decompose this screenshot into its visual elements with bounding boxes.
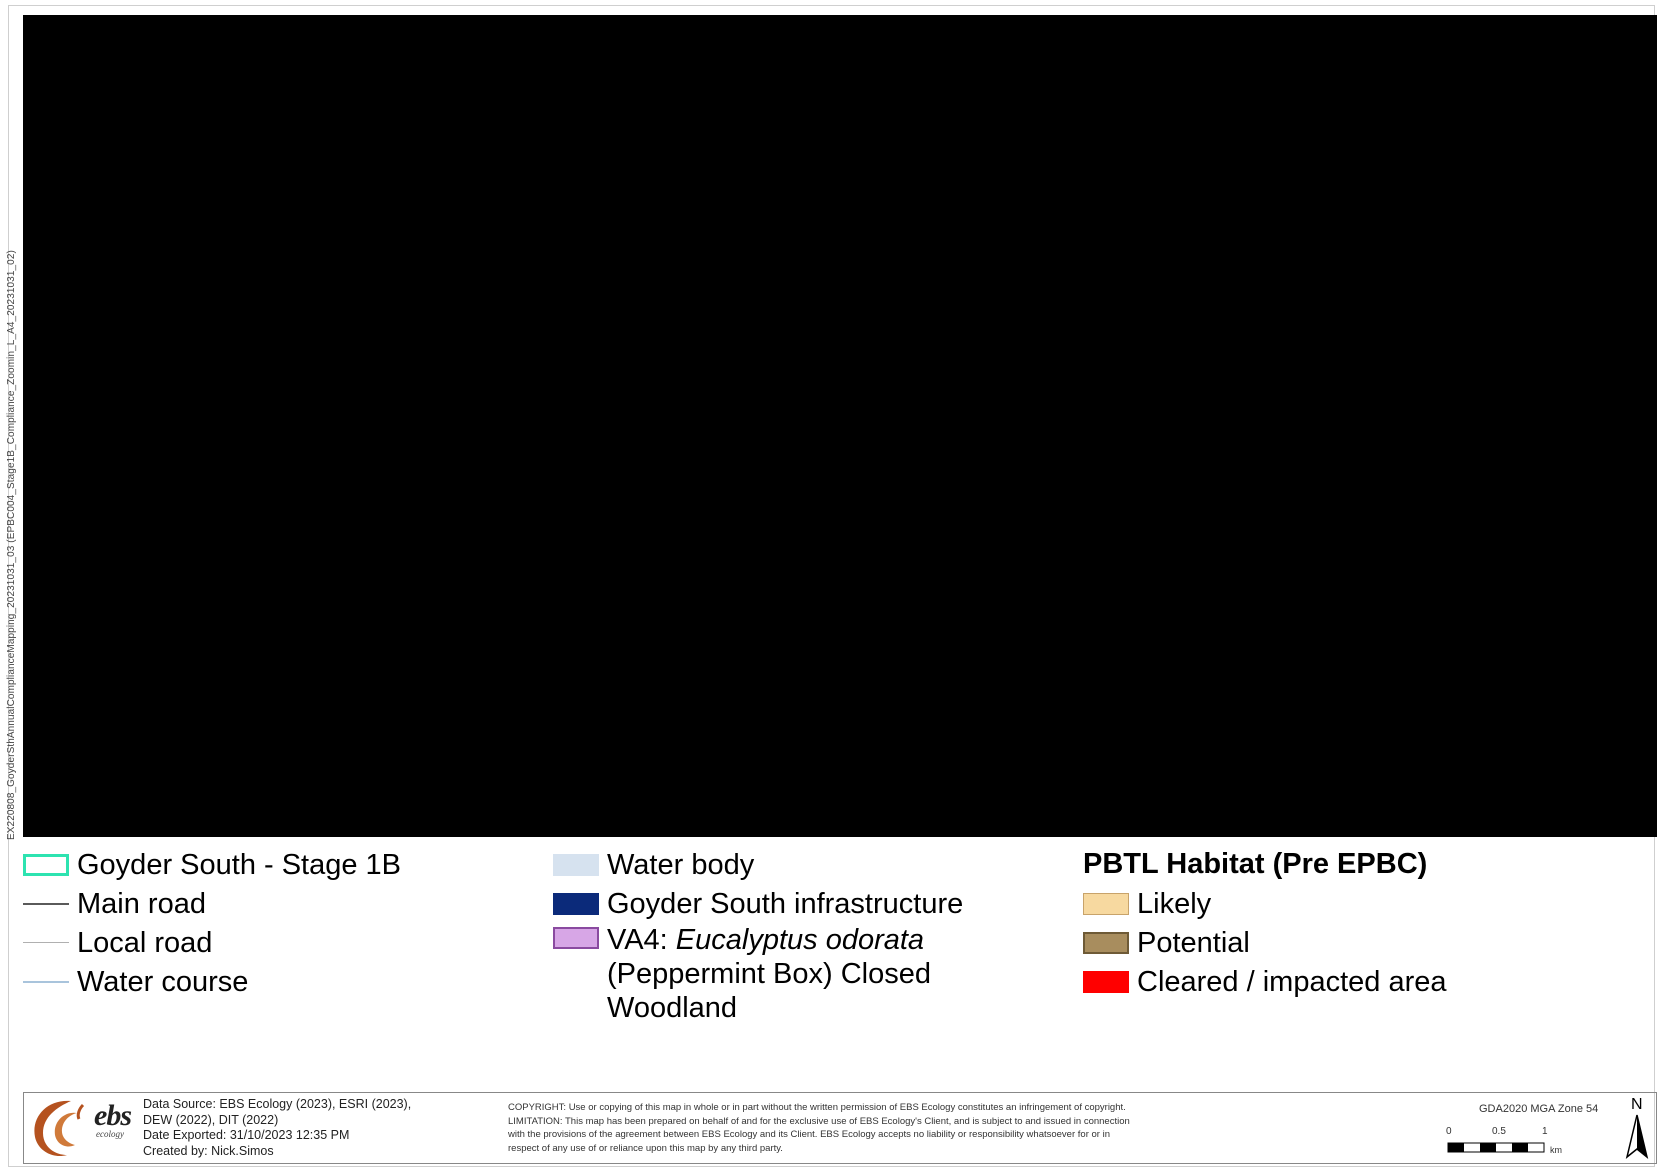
scale-label-half: 0.5 — [1492, 1126, 1506, 1137]
fill-swatch-icon — [553, 892, 599, 915]
legend-label: Water course — [77, 965, 249, 998]
fill-swatch-icon — [1083, 892, 1129, 915]
fill-swatch-icon — [1083, 931, 1129, 954]
line-swatch-icon — [23, 902, 69, 905]
ebs-logo-icon — [34, 1100, 85, 1157]
legend-label-multiline: VA4: Eucalyptus odorata (Peppermint Box)… — [607, 924, 931, 1024]
projection-label: GDA2020 MGA Zone 54 — [1479, 1103, 1599, 1115]
legend-label: Goyder South infrastructure — [607, 887, 964, 920]
legend-column-3: PBTL Habitat (Pre EPBC) Likely Potential… — [1083, 845, 1447, 1001]
scale-bar: 0 0.5 1 km — [1446, 1126, 1562, 1155]
legend-label: Main road — [77, 887, 206, 920]
data-source-block: Data Source: EBS Ecology (2023), ESRI (2… — [143, 1097, 412, 1158]
legend-item-va4: VA4: Eucalyptus odorata (Peppermint Box)… — [553, 923, 963, 1025]
legend-item-water-course: Water course — [23, 962, 401, 1001]
line-swatch-icon — [23, 980, 69, 983]
legend-label: Likely — [1137, 887, 1212, 920]
legend-column-2: Water body Goyder South infrastructure V… — [553, 845, 963, 1025]
legend-item-local-road: Local road — [23, 923, 401, 962]
scale-unit: km — [1550, 1145, 1562, 1155]
fill-swatch-icon — [1083, 970, 1129, 993]
outline-swatch-icon — [23, 853, 69, 876]
legend-item-water-body: Water body — [553, 845, 963, 884]
file-path-label: EX220808_GoyderSthAnnualComplianceMappin… — [6, 250, 17, 840]
map-footer: ebs ecology Data Source: EBS Ecology (20… — [23, 1092, 1657, 1164]
brand-subtitle: ecology — [96, 1129, 124, 1139]
legend-item-infrastructure: Goyder South infrastructure — [553, 884, 963, 923]
legend-heading: PBTL Habitat (Pre EPBC) — [1083, 848, 1428, 880]
scale-label-1: 1 — [1542, 1126, 1548, 1137]
fill-swatch-icon — [553, 927, 599, 949]
legend-label: Water body — [607, 848, 755, 881]
brand-name: ebs — [94, 1099, 132, 1132]
legend-label: Potential — [1137, 926, 1250, 959]
legend-label: Cleared / impacted area — [1137, 965, 1447, 998]
map-area[interactable] — [23, 15, 1657, 837]
copyright-block: COPYRIGHT: Use or copying of this map in… — [508, 1102, 1130, 1154]
north-arrow-icon: N — [1625, 1096, 1649, 1159]
legend-item-likely: Likely — [1083, 884, 1447, 923]
legend-item-cleared: Cleared / impacted area — [1083, 962, 1447, 1001]
legend-item-main-road: Main road — [23, 884, 401, 923]
legend-column-1: Goyder South - Stage 1B Main road Local … — [23, 845, 401, 1001]
legend-label: Goyder South - Stage 1B — [77, 848, 402, 881]
legend-item-potential: Potential — [1083, 923, 1447, 962]
north-label: N — [1631, 1096, 1643, 1113]
legend-label: Local road — [77, 926, 213, 959]
line-swatch-icon — [23, 942, 69, 943]
fill-swatch-icon — [553, 853, 599, 876]
legend-item-stage-1b: Goyder South - Stage 1B — [23, 845, 401, 884]
scale-label-0: 0 — [1446, 1126, 1452, 1137]
